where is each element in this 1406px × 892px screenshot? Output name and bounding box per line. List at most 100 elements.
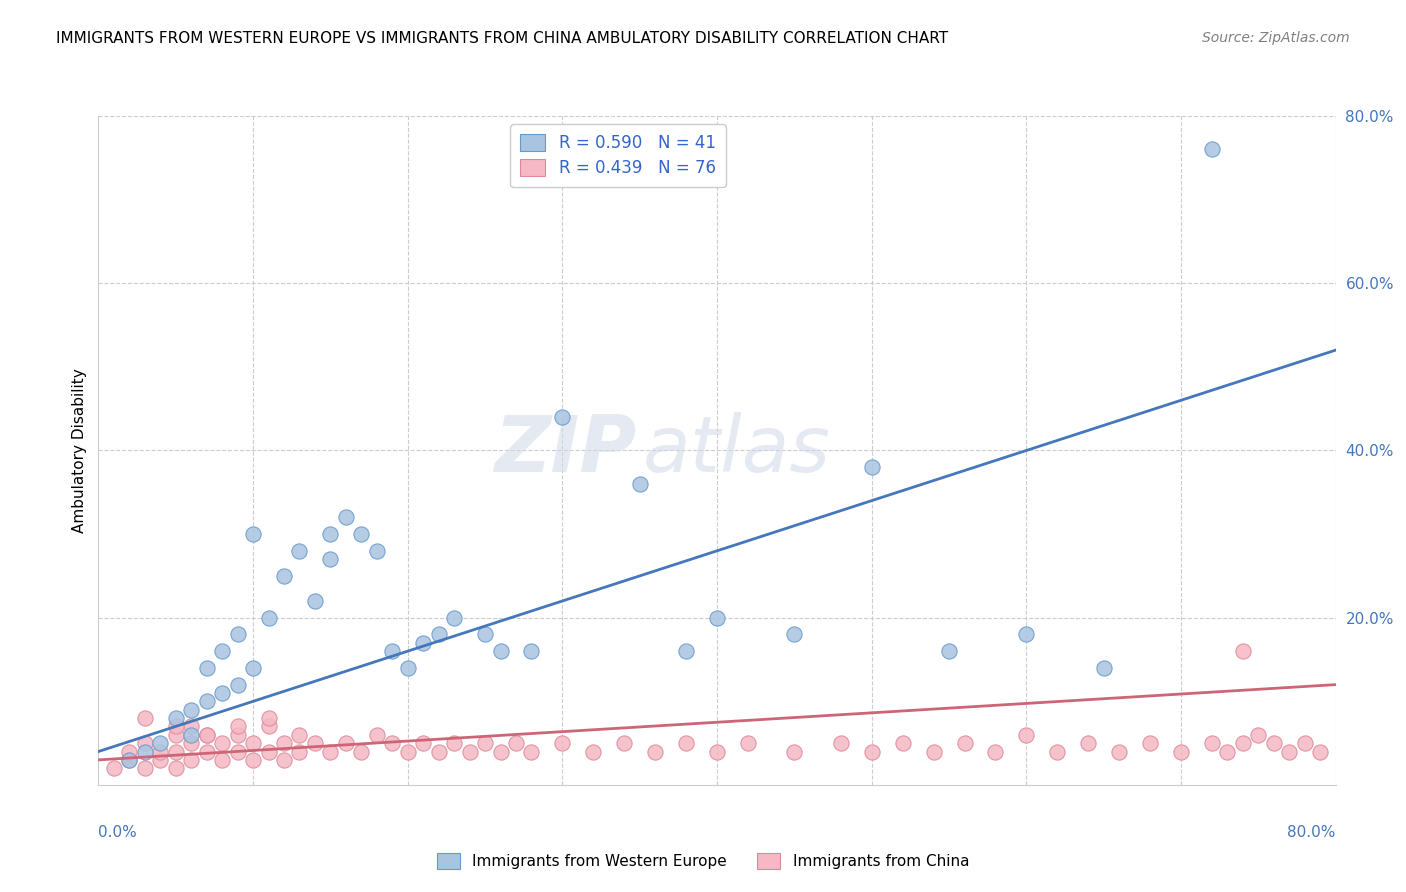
Point <box>257 719 280 733</box>
Point <box>165 719 187 733</box>
Point <box>396 744 419 758</box>
Point <box>1278 744 1301 758</box>
Point <box>1108 744 1130 758</box>
Point <box>242 736 264 750</box>
Point <box>1170 744 1192 758</box>
Point <box>304 594 326 608</box>
Point <box>242 527 264 541</box>
Point <box>1309 744 1331 758</box>
Point <box>134 711 156 725</box>
Point <box>783 744 806 758</box>
Point <box>381 736 404 750</box>
Point <box>366 728 388 742</box>
Point <box>335 510 357 524</box>
Point <box>953 736 976 750</box>
Point <box>1294 736 1316 750</box>
Point <box>273 736 295 750</box>
Point <box>1232 736 1254 750</box>
Point <box>366 543 388 558</box>
Point <box>180 728 202 742</box>
Point <box>474 736 496 750</box>
Text: Source: ZipAtlas.com: Source: ZipAtlas.com <box>1202 31 1350 45</box>
Point <box>288 543 311 558</box>
Point <box>1077 736 1099 750</box>
Point <box>443 611 465 625</box>
Point <box>211 686 233 700</box>
Point <box>489 744 512 758</box>
Point <box>226 728 249 742</box>
Point <box>226 627 249 641</box>
Point <box>706 611 728 625</box>
Point <box>551 736 574 750</box>
Point <box>211 753 233 767</box>
Point <box>427 744 450 758</box>
Point <box>427 627 450 641</box>
Point <box>1046 744 1069 758</box>
Point <box>211 644 233 658</box>
Point <box>1015 728 1038 742</box>
Point <box>165 744 187 758</box>
Point <box>551 410 574 425</box>
Point <box>195 744 218 758</box>
Point <box>1092 661 1115 675</box>
Point <box>350 744 373 758</box>
Point <box>520 644 543 658</box>
Point <box>675 644 697 658</box>
Point <box>226 744 249 758</box>
Point <box>350 527 373 541</box>
Point <box>273 753 295 767</box>
Point <box>1015 627 1038 641</box>
Point <box>226 719 249 733</box>
Point <box>165 711 187 725</box>
Point <box>165 728 187 742</box>
Point <box>1216 744 1239 758</box>
Point <box>257 711 280 725</box>
Point <box>103 761 125 775</box>
Text: IMMIGRANTS FROM WESTERN EUROPE VS IMMIGRANTS FROM CHINA AMBULATORY DISABILITY CO: IMMIGRANTS FROM WESTERN EUROPE VS IMMIGR… <box>56 31 949 46</box>
Point <box>195 728 218 742</box>
Point <box>412 636 434 650</box>
Point <box>381 644 404 658</box>
Point <box>195 661 218 675</box>
Y-axis label: Ambulatory Disability: Ambulatory Disability <box>72 368 87 533</box>
Point <box>1247 728 1270 742</box>
Point <box>211 736 233 750</box>
Point <box>474 627 496 641</box>
Point <box>273 569 295 583</box>
Point <box>319 552 342 566</box>
Point <box>505 736 527 750</box>
Point <box>195 694 218 708</box>
Point <box>860 744 883 758</box>
Point <box>149 753 172 767</box>
Point <box>242 753 264 767</box>
Point <box>706 744 728 758</box>
Text: atlas: atlas <box>643 412 831 489</box>
Point <box>922 744 945 758</box>
Point <box>257 744 280 758</box>
Point <box>737 736 759 750</box>
Point <box>118 744 141 758</box>
Point <box>582 744 605 758</box>
Point <box>1201 736 1223 750</box>
Point <box>134 761 156 775</box>
Text: 80.0%: 80.0% <box>1288 825 1336 840</box>
Point <box>938 644 960 658</box>
Point <box>288 728 311 742</box>
Point <box>304 736 326 750</box>
Point <box>1139 736 1161 750</box>
Legend: Immigrants from Western Europe, Immigrants from China: Immigrants from Western Europe, Immigran… <box>430 847 976 875</box>
Point <box>118 753 141 767</box>
Point <box>226 678 249 692</box>
Point <box>412 736 434 750</box>
Point <box>149 736 172 750</box>
Point <box>180 736 202 750</box>
Point <box>443 736 465 750</box>
Point <box>180 719 202 733</box>
Legend: R = 0.590   N = 41, R = 0.439   N = 76: R = 0.590 N = 41, R = 0.439 N = 76 <box>510 124 725 187</box>
Point <box>644 744 666 758</box>
Point <box>396 661 419 675</box>
Point <box>783 627 806 641</box>
Point <box>288 744 311 758</box>
Point <box>1201 143 1223 157</box>
Point <box>628 476 651 491</box>
